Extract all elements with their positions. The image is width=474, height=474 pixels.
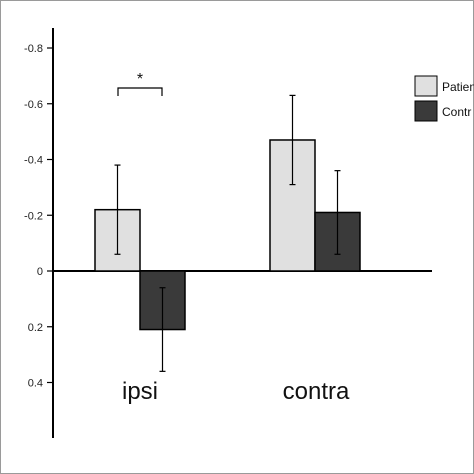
legend-label-patients: Patien: [442, 80, 474, 94]
significance-star: *: [137, 71, 143, 88]
y-tick-label: 0.4: [28, 378, 43, 390]
category-labels: ipsi contra: [122, 378, 350, 405]
legend-swatch-controls: [414, 100, 438, 122]
legend: Patien Contr: [414, 75, 474, 122]
y-ticks: -0.8 -0.6 -0.4 -0.2 0 0.2 0.4: [24, 43, 53, 390]
y-tick-label: 0: [37, 266, 43, 278]
legend-swatch-patients: [414, 75, 438, 97]
y-tick-label: -0.2: [24, 210, 43, 222]
category-label-contra: contra: [283, 378, 350, 405]
category-label-ipsi: ipsi: [122, 378, 158, 405]
error-bars: [114, 94, 341, 372]
y-tick-label: -0.4: [24, 155, 43, 167]
y-tick-label: -0.8: [24, 43, 43, 55]
legend-label-controls: Contr: [442, 105, 471, 119]
y-tick-label: 0.2: [28, 322, 43, 334]
y-tick-label: -0.6: [24, 99, 43, 111]
significance-annotation: *: [117, 71, 163, 96]
significance-bracket: [117, 87, 163, 96]
